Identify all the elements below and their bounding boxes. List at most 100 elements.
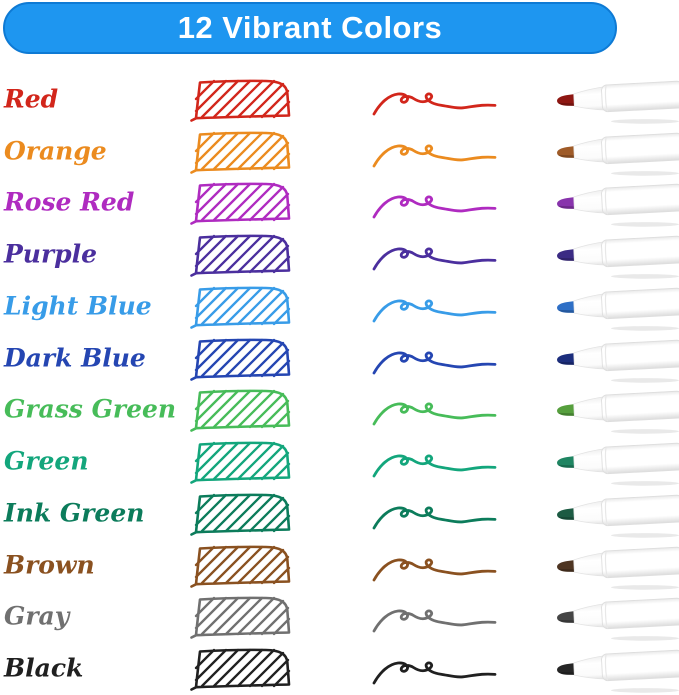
pen-shadow <box>611 170 679 176</box>
pen-barrel <box>601 132 679 164</box>
scribble-swatch-icon <box>190 596 291 640</box>
marker-pen <box>557 598 679 642</box>
pen-shadow <box>611 688 679 693</box>
color-row: Ink Green <box>0 488 679 540</box>
squiggle-stroke-icon <box>372 506 497 530</box>
color-row: Red <box>0 74 679 126</box>
scribble-swatch-icon <box>190 441 291 484</box>
marker-pen <box>557 649 679 693</box>
color-name-label: Green <box>4 446 89 476</box>
color-rows: Red Orange <box>0 74 679 695</box>
pen-shadow <box>611 118 679 124</box>
pen-nose-cone <box>573 293 606 318</box>
pen-felt-tip <box>557 456 575 469</box>
pen-barrel <box>601 494 679 527</box>
marker-pen <box>557 339 679 383</box>
pen-felt-tip <box>557 404 575 417</box>
banner-title: 12 Vibrant Colors <box>177 10 443 45</box>
pen-felt-tip <box>557 352 575 365</box>
pen-barrel <box>601 649 679 682</box>
pen-shadow <box>611 429 679 435</box>
scribble-swatch-icon <box>190 389 291 433</box>
pen-nose-cone <box>573 603 606 628</box>
scribble-swatch-icon <box>190 79 291 122</box>
pen-nose-cone <box>573 86 606 111</box>
marker-pen <box>557 184 679 228</box>
pen-shadow <box>611 636 679 642</box>
color-row: Orange <box>0 126 679 178</box>
pen-felt-tip <box>557 508 575 520</box>
pen-felt-tip <box>557 611 575 624</box>
pen-nose-cone <box>573 500 606 525</box>
marker-pen <box>557 235 679 279</box>
color-name-label: Orange <box>4 135 107 165</box>
scribble-swatch-icon <box>190 131 291 174</box>
pen-barrel <box>601 442 679 475</box>
scribble-swatch-icon <box>190 286 291 329</box>
pen-barrel <box>601 287 679 320</box>
pen-barrel <box>601 184 679 216</box>
color-name-label: Rose Red <box>4 187 135 217</box>
pen-barrel <box>601 598 679 630</box>
pen-nose-cone <box>573 396 606 421</box>
pen-barrel <box>601 235 679 268</box>
squiggle-stroke-icon <box>372 92 497 116</box>
pen-felt-tip <box>557 197 575 210</box>
squiggle-stroke-icon <box>372 351 497 375</box>
squiggle-stroke-icon <box>372 299 497 323</box>
squiggle-stroke-icon <box>372 144 497 168</box>
pen-nose-cone <box>573 552 606 577</box>
color-name-label: Dark Blue <box>4 342 146 372</box>
pen-nose-cone <box>573 189 606 214</box>
pen-barrel <box>601 80 679 113</box>
squiggle-stroke-icon <box>372 661 497 685</box>
color-name-label: Brown <box>4 549 95 579</box>
scribble-swatch-icon <box>190 545 291 588</box>
marker-pen <box>557 80 679 124</box>
scribble-swatch-icon <box>190 648 291 691</box>
scribble-swatch-icon <box>190 234 291 277</box>
marker-pen <box>557 546 679 590</box>
squiggle-stroke-icon <box>372 195 497 219</box>
pen-felt-tip <box>557 145 575 158</box>
pen-barrel <box>601 391 679 423</box>
color-name-label: Purple <box>4 239 98 269</box>
pen-shadow <box>611 532 679 538</box>
squiggle-stroke-icon <box>372 454 497 478</box>
color-name-label: Black <box>4 653 84 683</box>
scribble-swatch-icon <box>190 493 291 536</box>
scribble-swatch-icon <box>190 182 291 226</box>
squiggle-stroke-icon <box>372 609 497 633</box>
marker-pen <box>557 442 679 486</box>
color-name-label: Ink Green <box>4 498 145 528</box>
pen-nose-cone <box>573 345 606 370</box>
marker-pen <box>557 287 679 331</box>
scribble-swatch-icon <box>190 338 291 381</box>
marker-pen <box>557 132 679 176</box>
pen-shadow <box>611 222 679 228</box>
pen-felt-tip <box>557 663 575 676</box>
squiggle-stroke-icon <box>372 402 497 426</box>
color-row: Grass Green <box>0 385 679 437</box>
color-row: Black <box>0 643 679 695</box>
color-row: Light Blue <box>0 281 679 333</box>
marker-pen <box>557 494 679 538</box>
pen-felt-tip <box>557 249 575 262</box>
pen-shadow <box>611 325 679 331</box>
color-name-label: Red <box>4 84 59 114</box>
color-name-label: Light Blue <box>4 291 152 321</box>
banner: 12 Vibrant Colors <box>3 2 617 54</box>
pen-shadow <box>611 481 679 486</box>
color-row: Gray <box>0 592 679 644</box>
pen-felt-tip <box>557 94 575 106</box>
pen-shadow <box>611 274 679 279</box>
color-row: Purple <box>0 229 679 281</box>
pen-nose-cone <box>573 655 606 680</box>
pen-barrel <box>601 339 679 371</box>
squiggle-stroke-icon <box>372 558 497 582</box>
color-row: Green <box>0 436 679 488</box>
color-row: Brown <box>0 540 679 592</box>
squiggle-stroke-icon <box>372 247 497 271</box>
pen-barrel <box>601 546 679 578</box>
